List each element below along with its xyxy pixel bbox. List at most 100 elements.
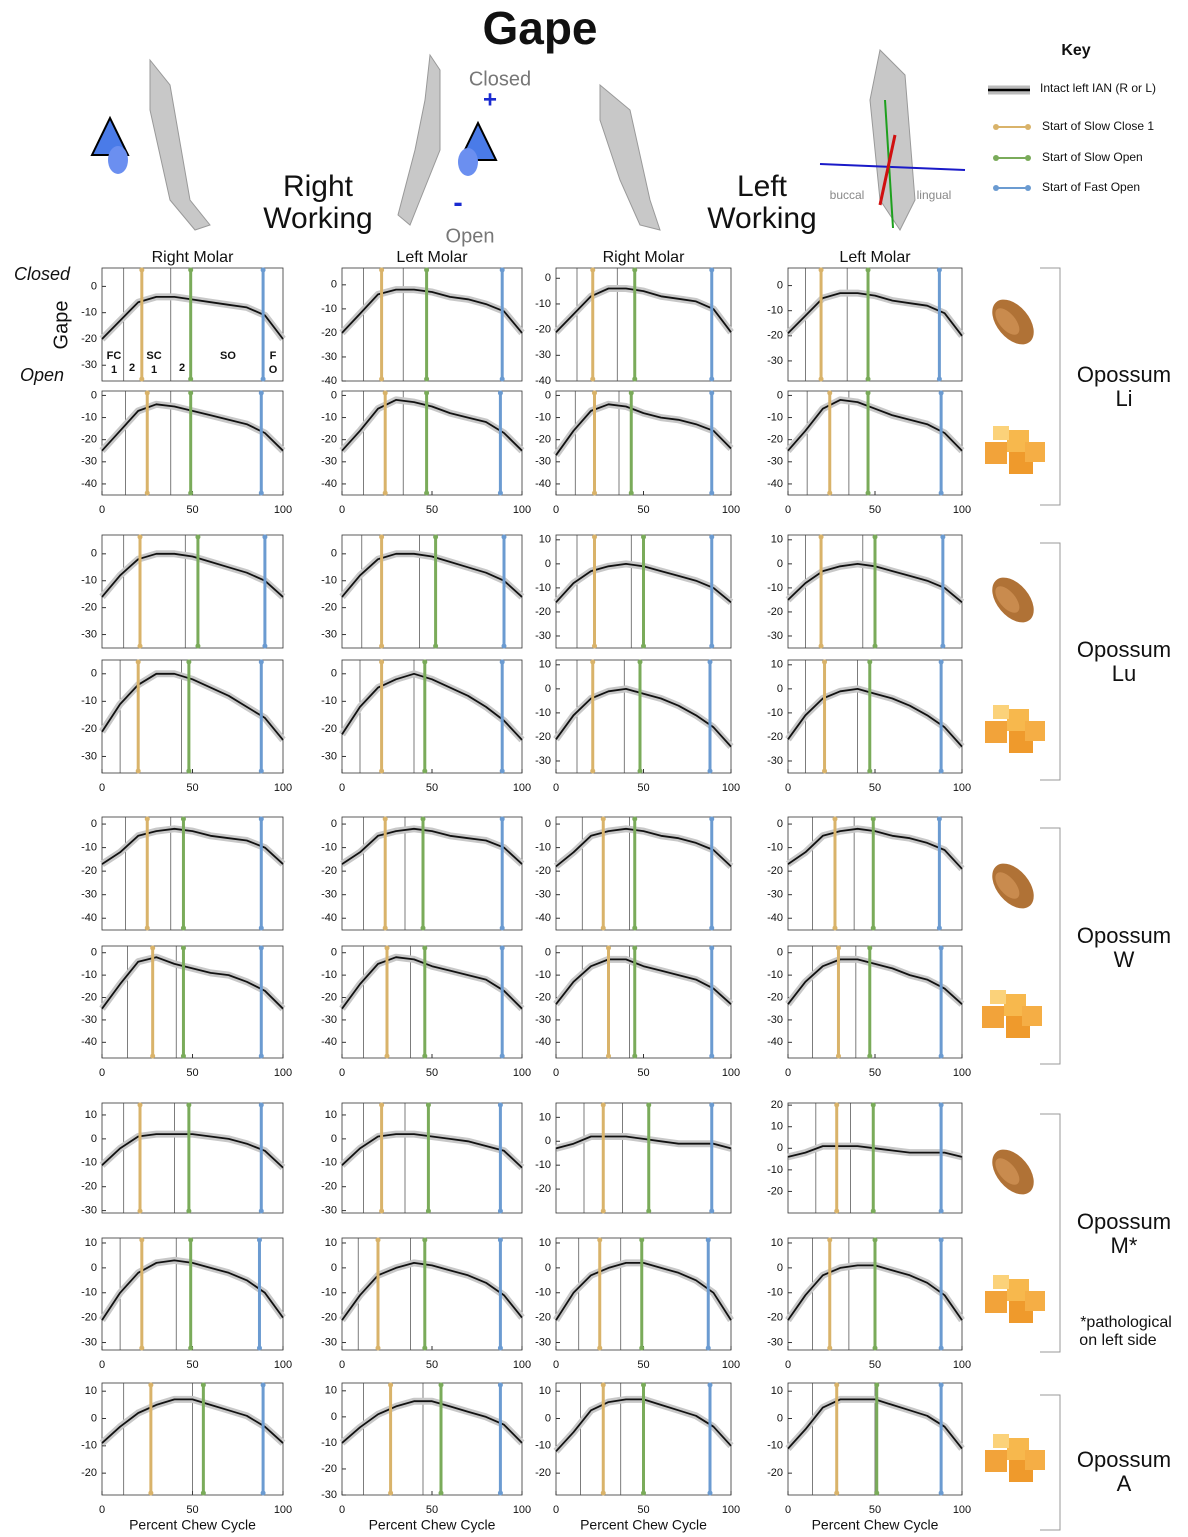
group-label: Opossum bbox=[1077, 1447, 1171, 1472]
y-tick-label: -20 bbox=[767, 991, 783, 1003]
event-dot bbox=[632, 926, 637, 931]
y-tick-label: -30 bbox=[81, 1014, 97, 1026]
x-tick-label: 50 bbox=[869, 1067, 881, 1079]
y-tick-label: 0 bbox=[91, 1412, 97, 1424]
curve-band bbox=[788, 400, 962, 451]
y-tick-label: -10 bbox=[81, 1157, 97, 1169]
key-event-dot bbox=[993, 185, 999, 191]
y-tick-label: -30 bbox=[767, 456, 783, 468]
event-dot bbox=[632, 817, 637, 822]
y-tick-label: -40 bbox=[767, 478, 783, 490]
y-tick-label: 10 bbox=[771, 534, 783, 546]
event-dot bbox=[426, 1103, 431, 1108]
page: { "header": {"title": "Gape", "closed": … bbox=[0, 0, 1188, 1537]
x-tick-label: 50 bbox=[637, 782, 649, 794]
y-tick-label: 0 bbox=[545, 1262, 551, 1274]
y-tick-label: 0 bbox=[91, 548, 97, 560]
x-axis-label: Percent Chew Cycle bbox=[129, 1517, 256, 1533]
event-dot bbox=[257, 1238, 262, 1243]
event-dot bbox=[822, 769, 827, 774]
event-dot bbox=[138, 535, 143, 540]
y-tick-label: -20 bbox=[81, 1181, 97, 1193]
y-tick-label: -10 bbox=[535, 842, 551, 854]
y-tick-label: -20 bbox=[321, 1312, 337, 1324]
event-dot bbox=[874, 1491, 879, 1496]
y-tick-label: -30 bbox=[321, 628, 337, 640]
y-tick-label: -30 bbox=[81, 628, 97, 640]
event-dot bbox=[422, 1346, 427, 1351]
event-dot bbox=[937, 926, 942, 931]
x-tick-label: 100 bbox=[722, 1359, 740, 1371]
x-tick-label: 100 bbox=[953, 1359, 971, 1371]
column-title: Left Molar bbox=[396, 249, 468, 266]
y-tick-label: -30 bbox=[767, 1336, 783, 1348]
y-tick-label: -30 bbox=[81, 359, 97, 371]
y-tick-label: -30 bbox=[321, 889, 337, 901]
title: Gape bbox=[482, 2, 597, 54]
group-label: M* bbox=[1111, 1233, 1138, 1258]
x-tick-label: 100 bbox=[513, 1359, 531, 1371]
x-tick-label: 0 bbox=[553, 1359, 559, 1371]
event-dot bbox=[186, 1209, 191, 1214]
event-dot bbox=[388, 1383, 393, 1388]
event-dot bbox=[709, 926, 714, 931]
y-tick-label: -30 bbox=[767, 355, 783, 367]
y-tick-label: -10 bbox=[767, 1164, 783, 1176]
event-dot bbox=[148, 1383, 153, 1388]
event-dot bbox=[186, 1103, 191, 1108]
x-tick-label: 100 bbox=[274, 782, 292, 794]
event-dot bbox=[867, 946, 872, 951]
event-dot bbox=[138, 1209, 143, 1214]
x-tick-label: 0 bbox=[339, 1359, 345, 1371]
x-tick-label: 0 bbox=[785, 1504, 791, 1516]
cheese-icon bbox=[985, 1434, 1045, 1482]
y-tick-label: -20 bbox=[81, 1312, 97, 1324]
y-tick-label: -20 bbox=[535, 434, 551, 446]
event-dot bbox=[601, 1491, 606, 1496]
y-tick-label: 0 bbox=[777, 683, 783, 695]
event-dot bbox=[261, 1383, 266, 1388]
event-dot bbox=[379, 769, 384, 774]
y-tick-label: -20 bbox=[767, 1312, 783, 1324]
event-dot bbox=[708, 660, 713, 665]
y-tick-label: 10 bbox=[85, 1385, 97, 1397]
event-dot bbox=[139, 377, 144, 382]
x-tick-label: 0 bbox=[785, 782, 791, 794]
event-dot bbox=[592, 391, 597, 396]
y-tick-label: 0 bbox=[91, 668, 97, 680]
x-tick-label: 100 bbox=[722, 1067, 740, 1079]
key-label: Start of Fast Open bbox=[1042, 180, 1140, 194]
y-tick-label: 0 bbox=[91, 947, 97, 959]
curve-band bbox=[342, 1401, 522, 1443]
event-dot bbox=[592, 644, 597, 649]
curve-band bbox=[102, 1260, 283, 1320]
y-tick-label: -10 bbox=[321, 1437, 337, 1449]
event-dot bbox=[834, 1383, 839, 1388]
event-dot bbox=[500, 946, 505, 951]
key-title: Key bbox=[1061, 42, 1090, 59]
x-tick-label: 100 bbox=[513, 1504, 531, 1516]
event-dot bbox=[145, 391, 150, 396]
almond-icon bbox=[984, 856, 1042, 916]
y-tick-label: -20 bbox=[321, 865, 337, 877]
x-axis-label: Percent Chew Cycle bbox=[369, 1517, 496, 1533]
jaw-image bbox=[600, 85, 660, 230]
event-dot bbox=[867, 660, 872, 665]
y-tick-label: -30 bbox=[81, 1336, 97, 1348]
x-tick-label: 100 bbox=[953, 504, 971, 516]
event-dot bbox=[422, 1054, 427, 1059]
x-tick-label: 50 bbox=[186, 504, 198, 516]
x-tick-label: 0 bbox=[99, 1504, 105, 1516]
y-tick-label: 10 bbox=[539, 534, 551, 546]
event-dot bbox=[379, 660, 384, 665]
y-tick-label: -30 bbox=[81, 750, 97, 762]
event-dot bbox=[590, 769, 595, 774]
event-dot bbox=[939, 1209, 944, 1214]
y-tick-label: -40 bbox=[767, 1036, 783, 1048]
y-tick-label: 10 bbox=[325, 1237, 337, 1249]
event-dot bbox=[195, 535, 200, 540]
y-tick-label: 10 bbox=[325, 1385, 337, 1397]
bracket bbox=[1040, 543, 1060, 780]
event-dot bbox=[376, 1238, 381, 1243]
y-tick-label: -20 bbox=[767, 731, 783, 743]
